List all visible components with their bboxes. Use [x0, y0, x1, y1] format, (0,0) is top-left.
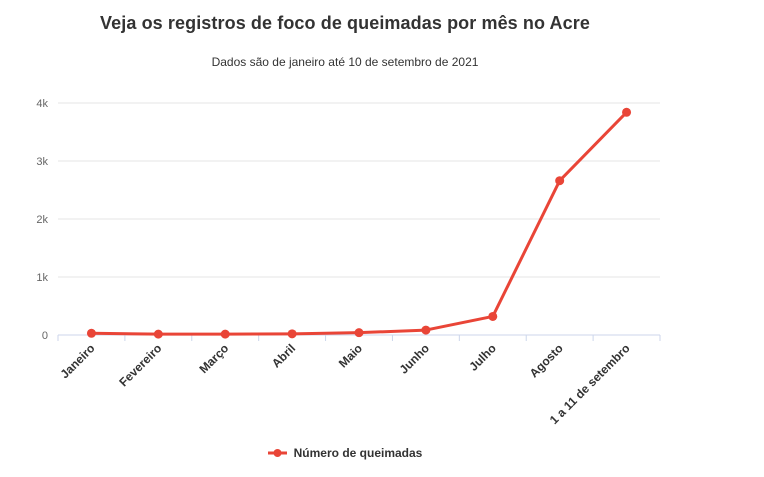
plot-area[interactable]: 0 1k 2k 3k 4k Janeiro Fevereiro Março Abril Maio J…	[0, 0, 690, 440]
data-point[interactable]	[488, 311, 498, 321]
data-point[interactable]	[421, 325, 431, 335]
queimadas-line-chart: Veja os registros de foco de queimadas p…	[0, 0, 690, 460]
x-axis-category-label: Março	[196, 341, 231, 376]
y-axis-tick-label: 4k	[36, 98, 48, 110]
x-axis-category-label: Julho	[466, 341, 499, 374]
x-axis-category-label: Maio	[336, 341, 365, 370]
y-axis-tick-label: 0	[42, 330, 48, 342]
series-line	[89, 110, 629, 336]
data-point[interactable]	[354, 328, 364, 338]
data-point[interactable]	[622, 107, 632, 117]
data-point[interactable]	[86, 328, 96, 338]
x-axis-category-label: Junho	[397, 341, 432, 376]
x-axis-category-label: Agosto	[527, 341, 566, 380]
y-axis-tick-label: 1k	[36, 272, 48, 284]
data-point[interactable]	[287, 329, 297, 339]
x-axis-category-label: Fevereiro	[116, 341, 164, 389]
x-axis-category-label: Abril	[269, 341, 298, 370]
series-marker-icon	[267, 449, 287, 457]
legend-item-queimadas[interactable]: Número de queimadas	[0, 446, 690, 460]
y-axis-tick-label: 3k	[36, 156, 48, 168]
x-axis-category-label: Janeiro	[57, 341, 97, 381]
data-point[interactable]	[555, 176, 565, 186]
legend-series-label: Número de queimadas	[293, 446, 423, 460]
data-point[interactable]	[220, 329, 230, 339]
data-point[interactable]	[153, 329, 163, 339]
y-axis-tick-label: 2k	[36, 214, 48, 226]
chart-title: Veja os registros de foco de queimadas p…	[100, 13, 590, 33]
chart-subtitle: Dados são de janeiro até 10 de setembro …	[211, 55, 479, 69]
